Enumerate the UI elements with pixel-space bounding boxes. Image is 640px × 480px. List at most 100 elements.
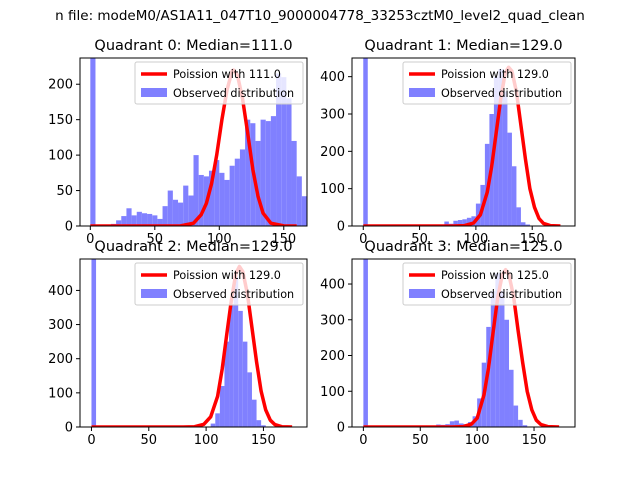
legend: Poission with 125.0 Observed distribution	[402, 262, 572, 306]
hist-bar	[234, 158, 240, 226]
hist-bar	[152, 215, 158, 226]
legend-line-label: Poission with 129.0	[173, 269, 281, 282]
y-tick-label: 200	[48, 352, 73, 367]
hist-bar	[270, 116, 277, 226]
hist-bar	[162, 206, 168, 226]
hist-bar	[507, 132, 512, 226]
hist-bar	[126, 208, 132, 226]
x-tick-label: 100	[463, 232, 488, 247]
hist-bar	[198, 174, 204, 226]
x-tick-label: 50	[412, 433, 429, 448]
axes-frame	[79, 57, 308, 227]
hist-bar	[301, 196, 307, 226]
x-tick-label: 100	[465, 433, 490, 448]
hist-bar	[229, 165, 235, 226]
y-tick-label: 0	[337, 220, 345, 235]
axes-frame	[79, 258, 308, 428]
y-tick-label: 100	[320, 182, 345, 197]
hist-bar	[91, 259, 97, 427]
hist-bar	[224, 179, 230, 226]
legend-box	[134, 262, 304, 306]
x-tick-label: 0	[87, 433, 95, 448]
hist-bar	[502, 91, 508, 226]
hist-bar	[255, 140, 261, 226]
hist-bar	[281, 77, 287, 226]
legend: Poission with 111.0 Observed distribution	[134, 61, 304, 105]
x-tick-label: 150	[271, 232, 296, 247]
legend-hist-label: Observed distribution	[173, 288, 294, 301]
x-tick-label: 50	[147, 232, 164, 247]
hist-bar	[493, 76, 499, 226]
y-tick-label: 200	[320, 349, 345, 364]
y-tick-label: 200	[48, 78, 73, 93]
panel-title: Quadrant 0: Median=111.0	[94, 38, 292, 54]
hist-bar	[261, 425, 266, 427]
x-tick-label: 0	[359, 433, 367, 448]
y-tick-label: 0	[65, 220, 73, 235]
hist-bar	[116, 220, 122, 226]
hist-bar	[444, 221, 449, 226]
hist-bar	[276, 73, 282, 226]
x-tick-label: 150	[251, 433, 276, 448]
hist-bar	[147, 213, 153, 226]
y-tick-label: 150	[48, 113, 73, 128]
hist-bar	[296, 176, 302, 226]
hist-bar	[167, 190, 173, 226]
x-tick-label: 100	[207, 232, 232, 247]
hist-bar	[247, 372, 252, 427]
x-tick-label: 0	[86, 232, 94, 247]
hist-bar	[121, 216, 127, 226]
panels: 0 50 100 150 0 50 100 150 200 Poission with 111.0…	[48, 38, 576, 448]
axes-frame	[351, 258, 576, 428]
x-tick-label: 150	[522, 433, 547, 448]
y-tick-label: 50	[56, 184, 73, 199]
hist-bar	[449, 421, 455, 427]
legend-hist-swatch	[409, 88, 435, 97]
hist-bar	[457, 220, 463, 226]
hist-bar	[178, 202, 184, 226]
hist-bar	[238, 310, 243, 427]
hist-bar	[214, 160, 220, 226]
panel-title: Quadrant 1: Median=129.0	[364, 38, 562, 54]
y-tick-label: 100	[48, 386, 73, 401]
hist-bar	[518, 419, 523, 427]
hist-bar	[242, 341, 248, 427]
hist-bar	[265, 121, 271, 226]
hist-bar	[224, 341, 230, 427]
hist-bar	[183, 185, 189, 226]
y-tick-label: 400	[320, 70, 345, 85]
legend-hist-label: Observed distribution	[441, 288, 562, 301]
hist-bar	[363, 58, 368, 226]
axes-frame	[351, 57, 576, 227]
y-tick-label: 100	[48, 149, 73, 164]
hist-bar	[522, 425, 528, 427]
y-tick-label: 100	[320, 385, 345, 400]
hist-bar	[516, 207, 521, 226]
hist-bar	[245, 119, 251, 226]
hist-bar	[188, 195, 194, 226]
hist-bar	[462, 219, 467, 226]
panel-title: Quadrant 3: Median=125.0	[364, 239, 562, 255]
legend-line-label: Poission with 129.0	[441, 68, 549, 81]
plot-area	[90, 58, 307, 226]
x-tick-label: 150	[520, 232, 545, 247]
hist-bar	[239, 149, 246, 226]
y-tick-label: 300	[320, 313, 345, 328]
hist-bar	[90, 58, 96, 226]
x-tick-label: 100	[194, 433, 219, 448]
hist-bar	[210, 423, 216, 427]
y-tick-label: 200	[320, 145, 345, 160]
hist-bar	[454, 420, 459, 427]
hist-bar	[208, 170, 215, 226]
panel-3: 0 50 100 150 0 100 200 300 400 Poission with 125.…	[320, 258, 576, 448]
hist-bar	[495, 273, 500, 427]
y-tick-label: 300	[48, 318, 73, 333]
legend: Poission with 129.0 Observed distribution	[134, 262, 304, 306]
legend-line-label: Poission with 125.0	[441, 269, 549, 282]
x-tick-label: 50	[141, 433, 158, 448]
legend-hist-swatch	[141, 88, 167, 97]
hist-bar	[172, 199, 179, 226]
hist-bar	[513, 405, 519, 427]
y-tick-label: 400	[320, 278, 345, 293]
